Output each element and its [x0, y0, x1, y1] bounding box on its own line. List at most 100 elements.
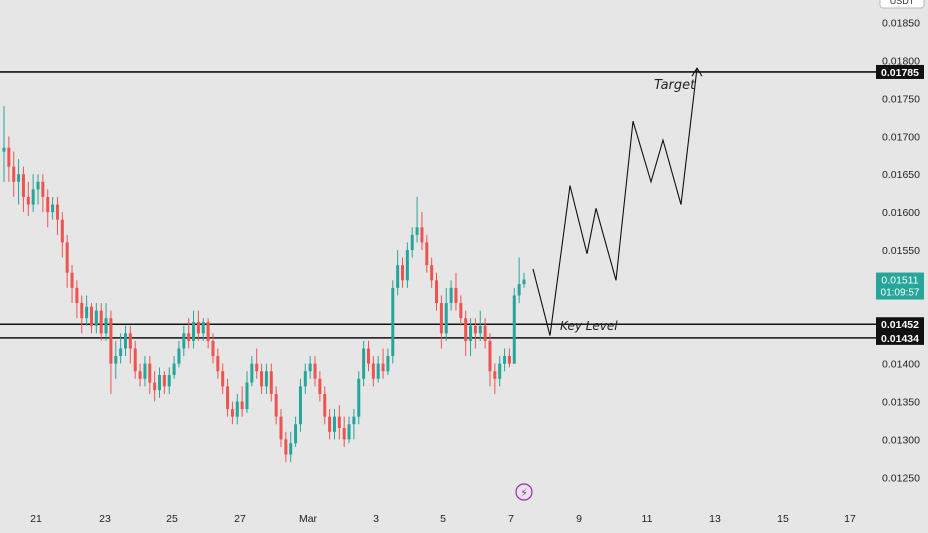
candle-body: [503, 356, 507, 364]
y-tick-label: 0.01250: [882, 472, 920, 484]
candle-body: [255, 363, 259, 372]
candle-body: [65, 242, 69, 273]
candle-body: [167, 375, 171, 387]
candle-body: [201, 321, 205, 334]
x-tick-label: 11: [642, 513, 653, 525]
candle-body: [211, 340, 215, 357]
candle-body: [512, 295, 516, 364]
candle-body: [60, 219, 64, 243]
currency-label: USDT: [890, 0, 915, 6]
candle-body: [459, 303, 463, 319]
x-tick-label: 17: [844, 513, 856, 525]
candle-body: [114, 356, 118, 364]
x-tick-label: 13: [709, 513, 721, 525]
candle-body: [362, 348, 366, 379]
candle-body: [260, 371, 264, 387]
candle-body: [498, 363, 502, 379]
x-tick-label: 23: [99, 513, 111, 525]
candle-body: [464, 318, 468, 341]
candle-body: [303, 371, 307, 387]
level-price-badge: [876, 64, 924, 79]
x-tick-label: 3: [373, 513, 379, 525]
y-tick-label: 0.01750: [882, 93, 920, 105]
candle-body: [99, 310, 103, 334]
candle-body: [366, 348, 370, 364]
candle-body: [230, 409, 234, 417]
candle-body: [522, 279, 526, 285]
candle-body: [138, 371, 142, 379]
candle-body: [289, 443, 293, 455]
lightning-glyph: ⚡: [520, 488, 528, 500]
candle-body: [94, 310, 98, 326]
currency-badge: [879, 0, 925, 9]
candle-body: [158, 375, 162, 391]
candle-body: [313, 363, 317, 379]
candle-body: [7, 147, 11, 167]
candle-body: [21, 174, 25, 197]
level-price-label: 0.01452: [881, 319, 919, 331]
lightning-icon[interactable]: [515, 483, 533, 501]
candle-body: [162, 375, 166, 387]
level-price-label: 0.01434: [881, 333, 919, 345]
candle-body: [415, 227, 419, 235]
candle-body: [143, 363, 147, 379]
candle-body: [430, 265, 434, 281]
candle-body: [493, 371, 497, 379]
current-price-badge: [876, 272, 924, 300]
candle-body: [153, 382, 157, 391]
candle-body: [420, 227, 424, 243]
candle-body: [55, 204, 59, 220]
candle-body: [396, 265, 400, 288]
candle-body: [274, 393, 278, 417]
x-tick-label: 5: [440, 513, 446, 525]
current-price-label: 0.01511: [881, 275, 918, 287]
candle-body: [104, 318, 108, 334]
x-tick-label: 27: [234, 513, 246, 525]
candle-body: [318, 378, 322, 394]
candle-body: [371, 363, 375, 379]
candle-body: [51, 204, 55, 213]
candle-body: [148, 363, 152, 383]
candle-body: [123, 333, 128, 349]
candle-body: [70, 272, 74, 288]
candle-body: [323, 393, 327, 417]
candle-body: [128, 333, 132, 349]
candle-body: [46, 196, 50, 213]
candle-body: [444, 303, 448, 334]
target-annotation: Target: [654, 78, 696, 93]
x-tick-label: 15: [777, 513, 789, 525]
level-price-label: 0.01785: [881, 67, 919, 79]
x-tick-label: 9: [576, 513, 582, 525]
candle-body: [405, 250, 409, 281]
projection-path[interactable]: [532, 68, 698, 336]
candle-body: [192, 321, 196, 341]
candle-body: [381, 363, 385, 372]
candle-body: [235, 401, 239, 417]
y-tick-label: 0.01850: [882, 18, 920, 30]
candle-body: [26, 196, 30, 205]
candle-body: [85, 306, 89, 319]
candle-body: [240, 401, 244, 410]
x-tick-label: 7: [508, 513, 514, 525]
candle-body: [226, 386, 230, 410]
candle-body: [279, 416, 283, 440]
candle-body: [187, 333, 191, 341]
candle-body: [473, 325, 477, 334]
candle-body: [41, 181, 45, 197]
y-tick-label: 0.01300: [882, 434, 920, 446]
candle-body: [109, 318, 113, 364]
candle-body: [133, 348, 137, 372]
key-level-annotation: Key Level: [560, 319, 618, 333]
candle-body: [376, 363, 380, 379]
candle-body: [342, 428, 346, 440]
candle-body: [347, 424, 351, 440]
candle-body: [12, 166, 16, 182]
candle-body: [357, 378, 361, 417]
candle-body: [386, 356, 390, 372]
candle-body: [250, 363, 254, 383]
x-tick-label: Mar: [299, 513, 318, 525]
candle-body: [177, 348, 181, 364]
